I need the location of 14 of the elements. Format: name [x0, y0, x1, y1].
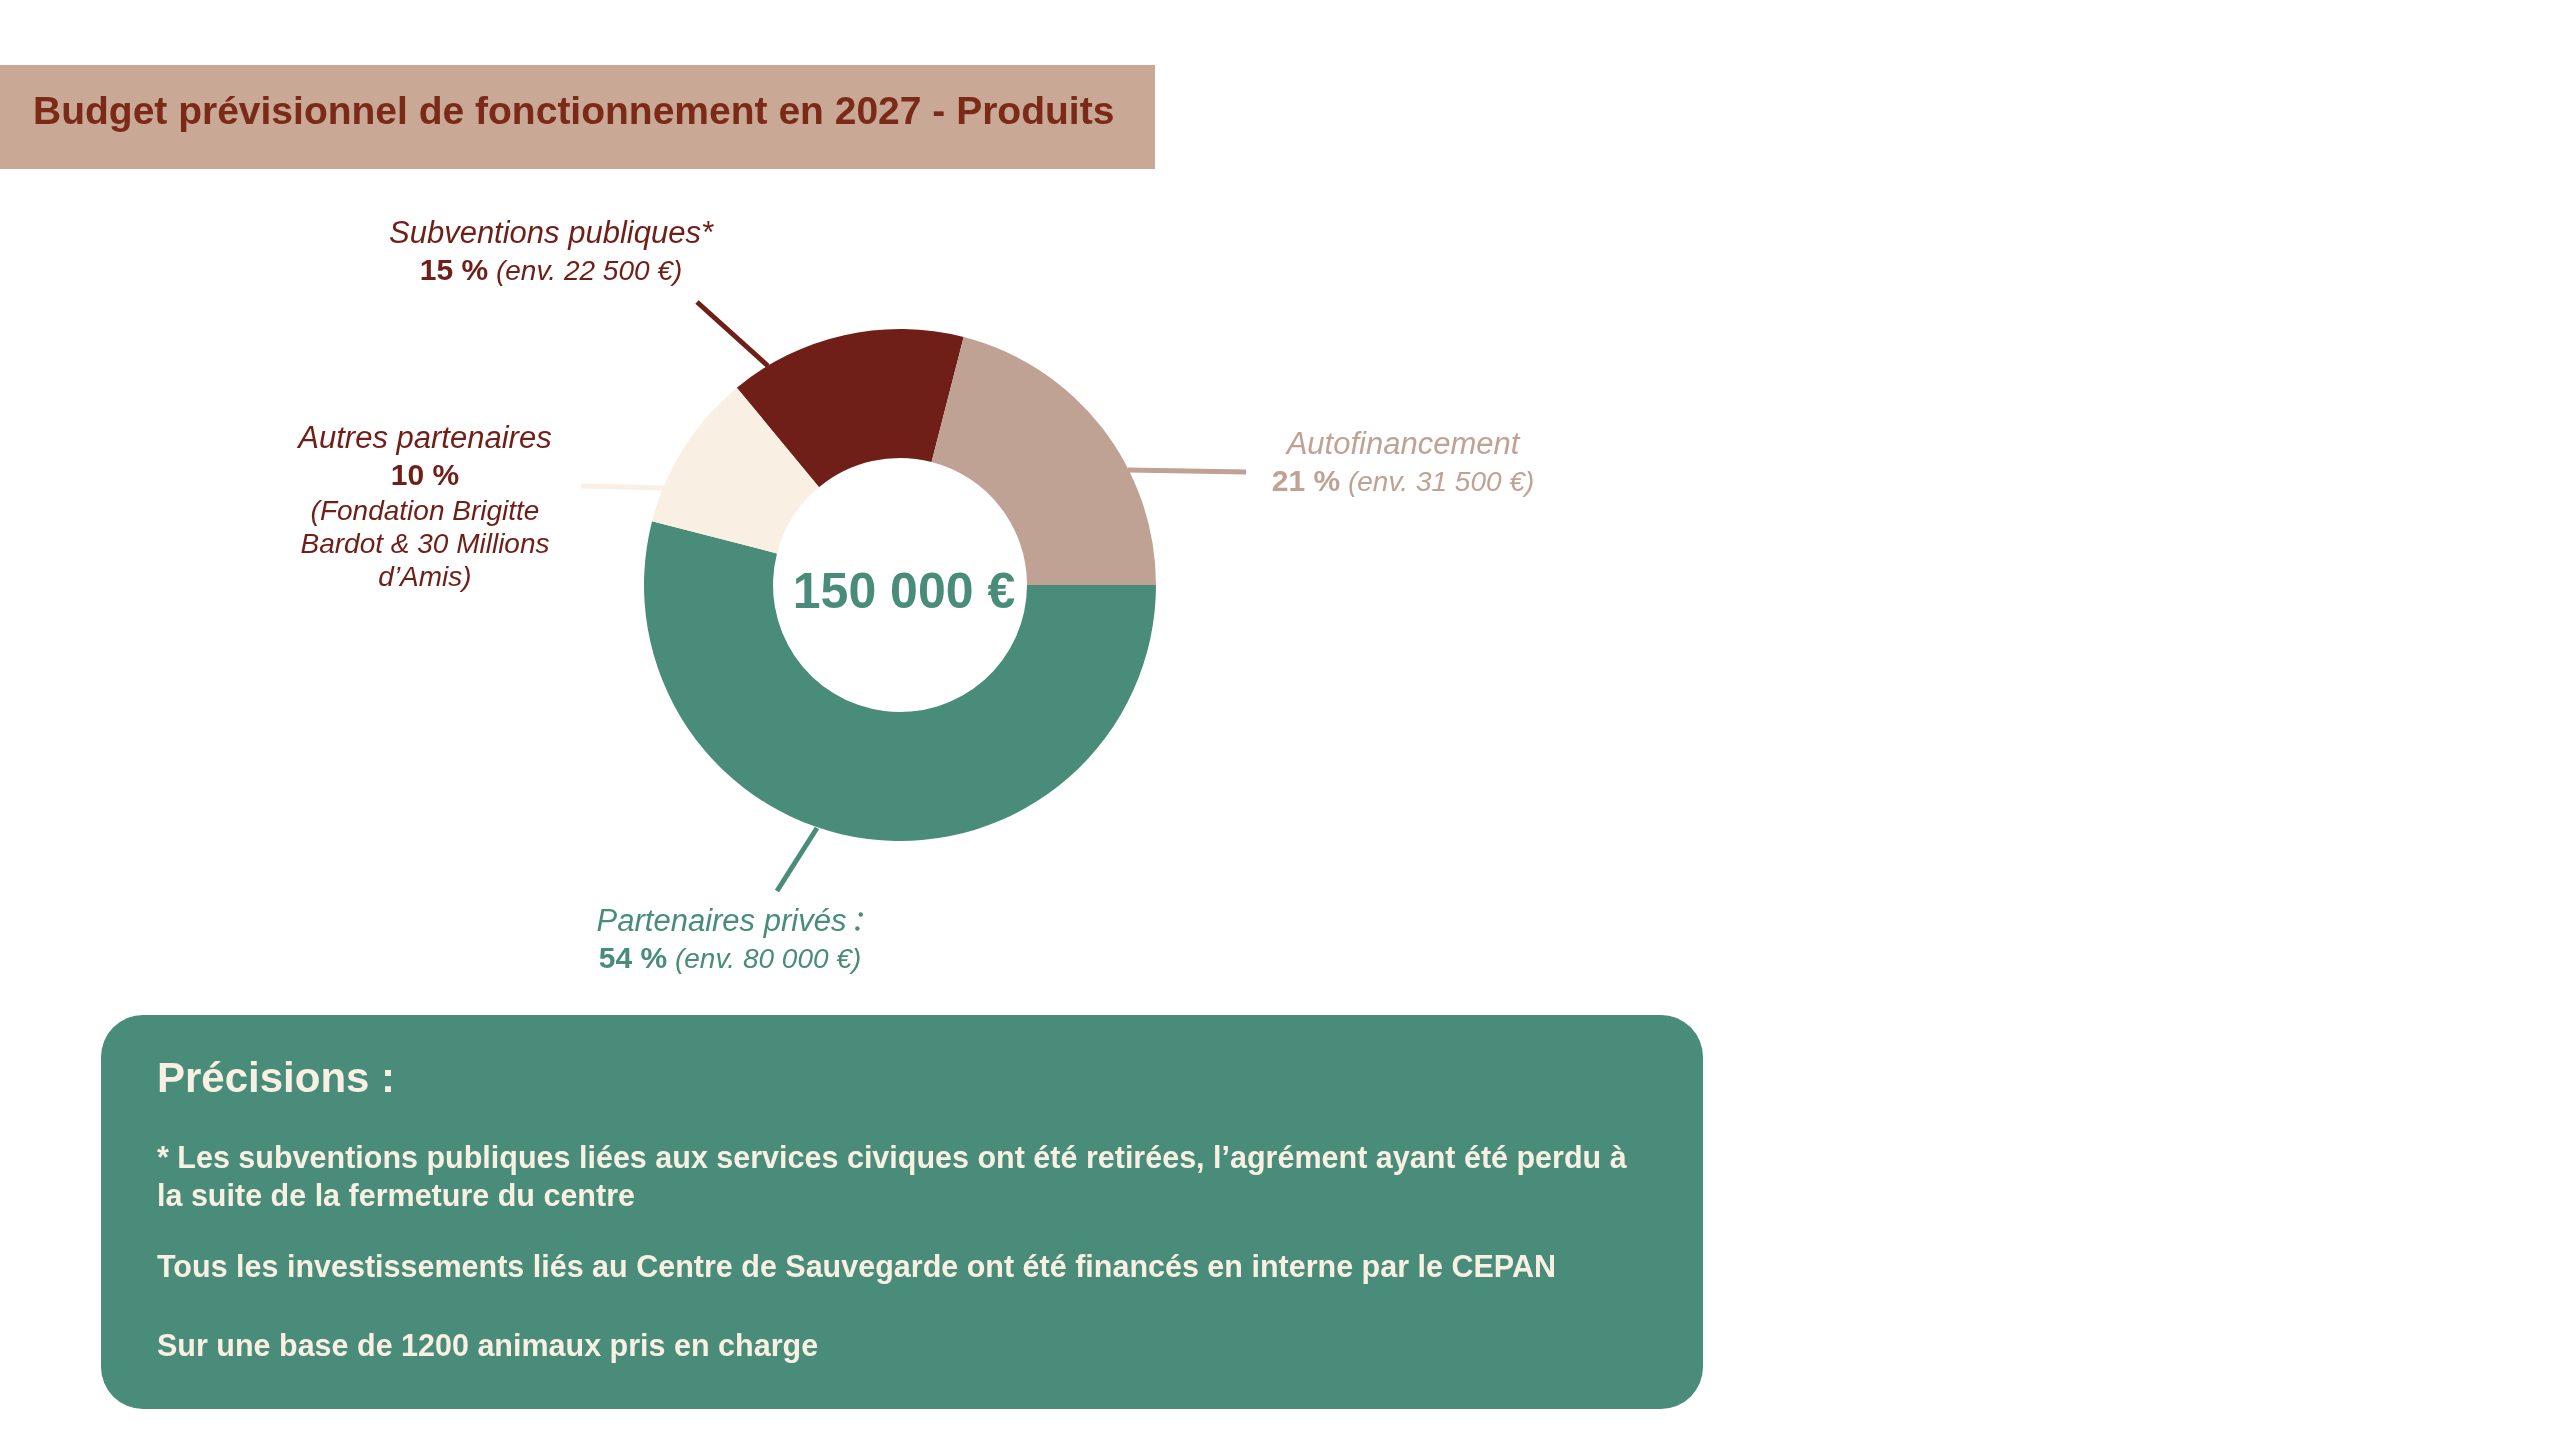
text: Précisions :: [157, 1054, 396, 1102]
text: * Les subventions publiques liées aux services civiques ont été retirées, l’agrément ayant été perdu à la suite de la fermeture du centre: [157, 1139, 1628, 1214]
data-label: 10 % (Fondation Brigitte Bardot & 30 Millions d’Amis): [299, 458, 551, 593]
text: 150 000 €: [792, 562, 1016, 620]
text: Tous les investissements liés au Centre de Sauvegarde ont été financés en interne par le CEPAN: [157, 1248, 1557, 1285]
slice-label: Subventions publiques*: [388, 215, 714, 250]
slice-label: Partenaires privés: [596, 903, 847, 938]
data-label: 15 % (env. 22 500 €): [419, 253, 683, 286]
data-label: 21 % (env. 31 500 €): [1271, 464, 1535, 497]
slice-label: Autofinancement: [1286, 426, 1520, 461]
data-label: 54 % (env. 80 000 €): [598, 941, 862, 974]
text: Sur une base de 1200 animaux pris en charge: [157, 1327, 820, 1364]
chart-title: Budget prévisionnel de fonctionnement en 2027 - Produits: [33, 89, 1115, 133]
slice-label: Autres partenaires: [298, 420, 552, 455]
